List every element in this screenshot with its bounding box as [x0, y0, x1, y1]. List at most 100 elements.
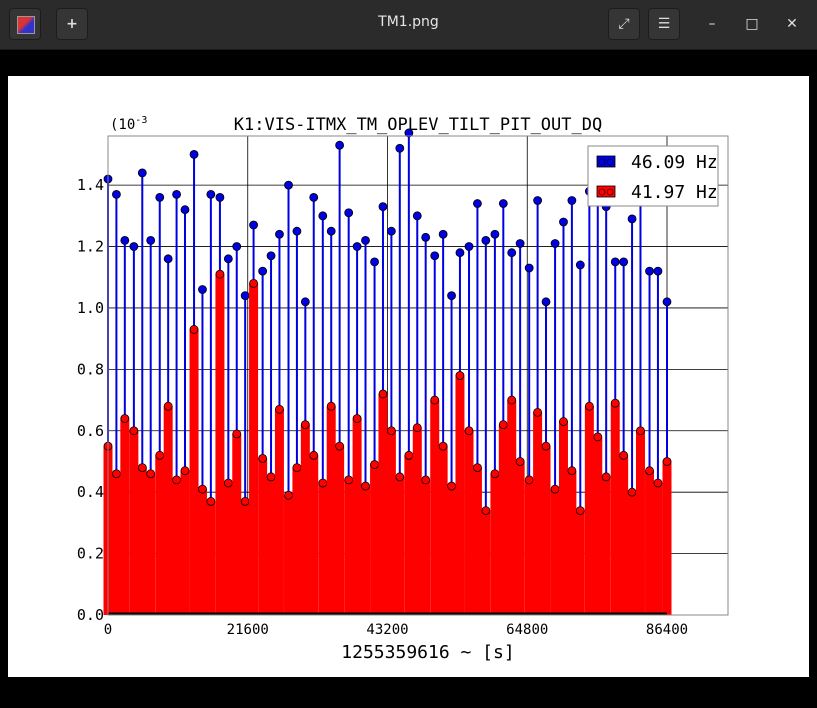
series-point: [232, 429, 242, 439]
series-point: [438, 441, 448, 451]
legend-label: 46.09 Hz: [631, 152, 718, 173]
series-point: [584, 401, 594, 411]
series-point: [507, 248, 517, 258]
y-exponent-base: (10: [110, 117, 135, 133]
series-bar: [567, 470, 577, 615]
series-point: [180, 205, 190, 215]
image-canvas: K1:VIS-ITMX_TM_OPLEV_TILT_PIT_OUT_DQ (10…: [8, 76, 809, 677]
series-point: [129, 426, 139, 436]
chart-title: K1:VIS-ITMX_TM_OPLEV_TILT_PIT_OUT_DQ: [234, 115, 602, 135]
series-point: [575, 506, 585, 516]
series-point: [215, 269, 225, 279]
series-point: [412, 211, 422, 221]
series-bar: [593, 436, 603, 615]
legend-swatch: [596, 155, 616, 168]
series-point: [438, 229, 448, 239]
app-menu-button[interactable]: [9, 8, 41, 40]
series-point: [473, 199, 482, 208]
series-point: [610, 398, 620, 408]
series-point: [550, 239, 560, 248]
series-bar: [240, 501, 250, 615]
series-point: [361, 481, 370, 491]
series-point: [258, 266, 268, 276]
legend-label: 41.97 Hz: [631, 182, 718, 203]
series-point: [567, 196, 577, 205]
series-bar: [223, 482, 233, 615]
series-point: [481, 235, 491, 245]
series-point: [249, 220, 258, 230]
y-tick-label: 0.0: [77, 606, 104, 624]
fullscreen-button[interactable]: ⤢: [608, 8, 640, 40]
series-point: [559, 417, 568, 426]
series-point: [155, 450, 165, 460]
series-point: [627, 214, 637, 224]
series-bar: [326, 406, 336, 615]
series-bar: [197, 489, 207, 615]
series-point: [645, 266, 654, 276]
series-point: [533, 196, 543, 205]
series-bar: [627, 492, 637, 615]
series-bar: [653, 482, 663, 615]
series-bar: [601, 476, 611, 615]
hamburger-icon: ☰: [657, 16, 671, 32]
chart-series: [103, 128, 672, 616]
series-bar: [352, 418, 362, 615]
series-point: [515, 457, 525, 466]
legend-swatch: [596, 185, 616, 198]
series-bar: [575, 510, 585, 615]
minimize-icon: –: [708, 16, 716, 32]
series-point: [120, 414, 130, 423]
series-point: [146, 469, 156, 479]
series-point: [627, 487, 637, 497]
series-point: [198, 285, 207, 294]
series-bar: [619, 455, 629, 615]
series-point: [112, 469, 121, 479]
series-point: [146, 235, 156, 245]
series-point: [137, 463, 147, 473]
series-bar: [318, 482, 328, 615]
series-red: [103, 269, 672, 615]
series-bar: [541, 446, 551, 615]
series-point: [550, 484, 560, 494]
series-point: [206, 189, 216, 199]
minimize-button[interactable]: –: [702, 14, 722, 34]
series-bar: [274, 409, 284, 615]
series-bar: [361, 486, 371, 615]
series-point: [430, 251, 440, 261]
series-point: [240, 496, 250, 506]
series-point: [447, 481, 456, 491]
series-bar: [550, 489, 560, 615]
series-point: [352, 414, 362, 423]
series-bar: [507, 400, 517, 615]
series-point: [498, 420, 508, 430]
series-point: [275, 404, 284, 414]
x-tick-label: 21600: [227, 622, 269, 638]
legend-marker: [598, 188, 606, 196]
series-point: [180, 466, 190, 476]
series-point: [386, 426, 396, 436]
maximize-icon: □: [745, 16, 759, 32]
series-point: [172, 475, 181, 485]
series-point: [404, 450, 414, 460]
series-point: [198, 484, 207, 494]
series-point: [172, 189, 181, 199]
series-point: [318, 478, 328, 488]
series-point: [412, 423, 422, 433]
series-point: [662, 297, 672, 307]
series-point: [481, 506, 491, 516]
series-point: [378, 202, 388, 212]
series-bar: [146, 473, 156, 615]
y-exponent-label: (10-3: [110, 115, 147, 133]
close-button[interactable]: ✕: [782, 14, 802, 34]
series-point: [645, 466, 654, 476]
series-point: [163, 254, 173, 264]
main-menu-button[interactable]: ☰: [648, 8, 680, 40]
series-point: [309, 450, 319, 460]
maximize-button[interactable]: □: [742, 14, 762, 34]
series-point: [421, 232, 431, 242]
series-point: [447, 291, 456, 301]
series-bar: [438, 446, 448, 615]
new-window-button[interactable]: +: [56, 8, 88, 40]
series-bar: [378, 393, 388, 615]
series-point: [601, 472, 611, 482]
